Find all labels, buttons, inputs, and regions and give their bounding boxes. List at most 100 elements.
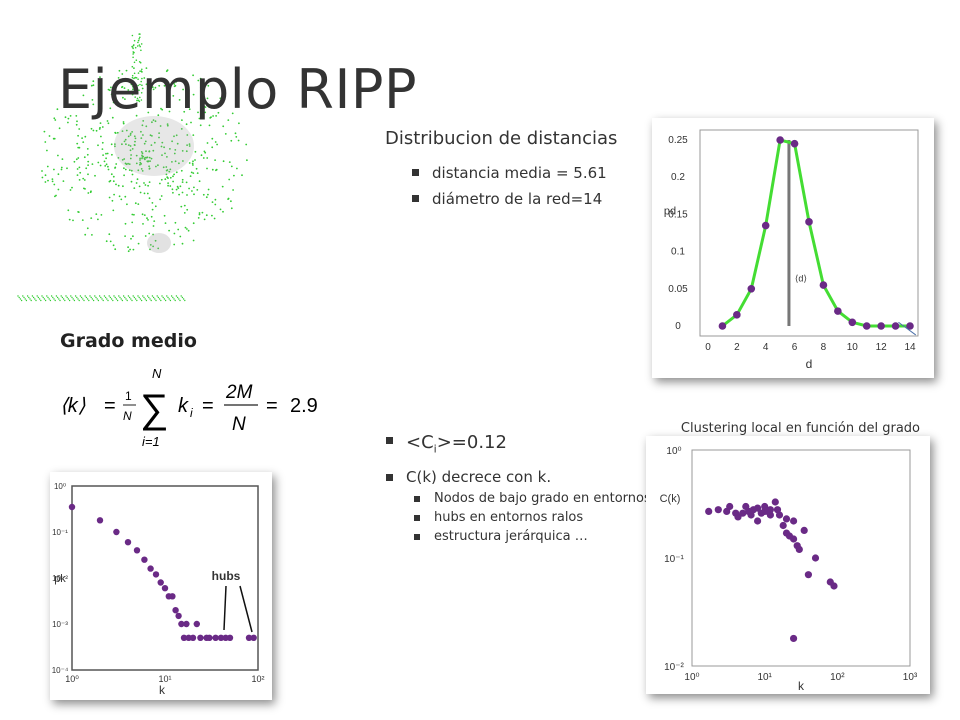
- network-node: [87, 192, 90, 194]
- network-node: [131, 299, 133, 302]
- network-node: [81, 137, 83, 139]
- hubs-annotation: hubs: [212, 569, 241, 583]
- network-node: [139, 61, 142, 64]
- network-node: [133, 51, 135, 54]
- network-node: [132, 88, 134, 90]
- network-node: [149, 244, 152, 246]
- network-node: [165, 166, 168, 168]
- network-node: [83, 156, 86, 159]
- network-graph-image: [17, 33, 248, 302]
- network-node: [131, 34, 134, 37]
- network-node: [20, 299, 23, 302]
- network-node: [118, 295, 120, 297]
- data-point: [250, 634, 257, 641]
- network-node: [94, 295, 96, 297]
- network-node: [105, 152, 107, 155]
- network-node: [139, 70, 141, 72]
- x-axis-label: d: [806, 357, 813, 371]
- network-node: [163, 84, 166, 87]
- distances-list: distancia media = 5.61 diámetro de la re…: [406, 160, 607, 212]
- network-node: [48, 135, 51, 137]
- network-node: [83, 299, 85, 302]
- network-node: [150, 157, 153, 160]
- network-node: [141, 87, 144, 90]
- x-tick-label: 10³: [903, 672, 918, 683]
- network-node: [132, 53, 134, 55]
- network-node: [184, 299, 186, 302]
- x-tick-label: 10²: [830, 672, 845, 683]
- network-node: [154, 298, 156, 300]
- network-node: [140, 137, 143, 139]
- network-node: [195, 167, 198, 170]
- network-node: [162, 166, 165, 169]
- network-node: [135, 59, 138, 61]
- y-tick-label: 10⁻²: [664, 662, 684, 673]
- y-axis-label: pd: [664, 205, 676, 217]
- network-node: [172, 95, 175, 97]
- network-node: [219, 97, 222, 100]
- network-node: [151, 86, 154, 89]
- network-node: [29, 298, 31, 300]
- network-node: [130, 180, 133, 183]
- network-node: [103, 295, 106, 297]
- network-node: [144, 235, 147, 237]
- network-node: [94, 174, 96, 177]
- network-node: [230, 165, 233, 168]
- network-node: [207, 193, 209, 196]
- network-node: [131, 221, 134, 224]
- network-node: [113, 295, 115, 297]
- network-node: [245, 143, 248, 146]
- network-node: [145, 125, 148, 128]
- network-node: [182, 160, 184, 162]
- network-node: [139, 36, 141, 39]
- formula-result: 2.9: [290, 395, 318, 417]
- network-node: [217, 111, 220, 114]
- network-node: [147, 219, 149, 221]
- network-node: [60, 166, 63, 169]
- network-node: [69, 115, 72, 117]
- network-node: [104, 296, 107, 299]
- network-node: [97, 218, 99, 221]
- network-node: [182, 88, 185, 91]
- network-node: [142, 134, 144, 136]
- network-node: [159, 125, 162, 127]
- network-node: [64, 116, 67, 119]
- network-node: [146, 295, 149, 297]
- network-node: [79, 171, 82, 174]
- network-node: [124, 296, 126, 299]
- network-node: [238, 122, 240, 125]
- network-node: [90, 296, 92, 299]
- network-node: [144, 298, 146, 300]
- network-node: [107, 88, 110, 91]
- network-node: [69, 189, 72, 191]
- network-node: [137, 84, 139, 87]
- data-point: [805, 218, 813, 226]
- network-node: [133, 144, 136, 146]
- network-node: [110, 173, 113, 176]
- network-node: [214, 159, 217, 162]
- network-node: [148, 156, 151, 159]
- network-node: [155, 78, 158, 81]
- network-node: [162, 296, 164, 299]
- network-node: [92, 80, 95, 83]
- data-point: [739, 509, 747, 517]
- data-point: [779, 521, 787, 530]
- network-node: [147, 184, 150, 187]
- data-point: [733, 311, 741, 319]
- network-node: [149, 248, 151, 251]
- network-node: [164, 222, 167, 225]
- x-axis-label: k: [159, 683, 166, 697]
- network-node: [81, 219, 84, 222]
- network-node: [167, 184, 170, 187]
- network-node: [84, 135, 87, 138]
- network-node: [62, 180, 65, 183]
- network-node: [47, 296, 49, 299]
- network-node: [175, 188, 178, 191]
- network-node: [197, 111, 199, 114]
- network-node: [107, 122, 110, 125]
- network-node: [222, 210, 224, 213]
- x-tick-label: 10⁰: [65, 674, 79, 684]
- network-node: [57, 154, 59, 157]
- network-node: [134, 137, 137, 140]
- network-node: [143, 182, 145, 184]
